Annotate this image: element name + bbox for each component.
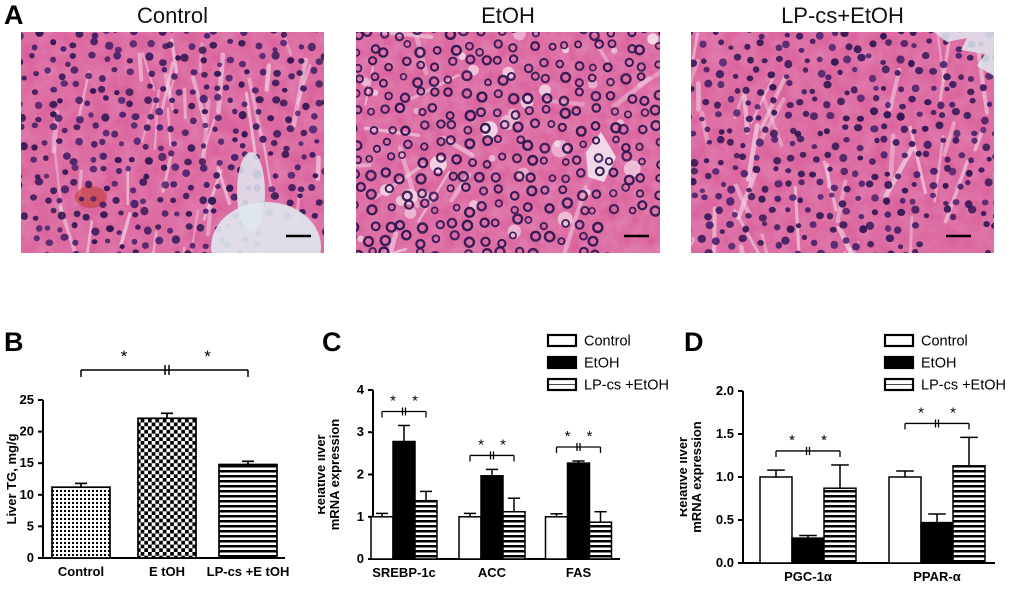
svg-text:LP-cs +EtOH: LP-cs +EtOH: [921, 378, 1006, 394]
svg-text:*: *: [565, 428, 571, 445]
svg-text:*: *: [789, 432, 795, 449]
svg-text:0.5: 0.5: [716, 512, 734, 527]
svg-text:PPAR-α: PPAR-α: [913, 569, 960, 584]
svg-text:Control: Control: [58, 564, 104, 579]
svg-text:SREBP-1c: SREBP-1c: [372, 565, 436, 580]
svg-text:5: 5: [27, 518, 34, 533]
svg-text:*: *: [587, 428, 593, 445]
svg-text:PGC-1α: PGC-1α: [784, 569, 832, 584]
svg-text:*: *: [390, 392, 396, 409]
svg-text:0: 0: [357, 551, 364, 566]
svg-text:15: 15: [20, 455, 34, 470]
svg-text:*: *: [121, 347, 128, 366]
svg-text:*: *: [500, 436, 506, 453]
svg-text:2: 2: [357, 467, 364, 482]
svg-text:*: *: [412, 392, 418, 409]
svg-text:*: *: [950, 404, 956, 421]
svg-text:*: *: [918, 404, 924, 421]
svg-text:EtOH: EtOH: [921, 356, 956, 372]
svg-text:25: 25: [20, 392, 34, 407]
svg-text:Control: Control: [584, 334, 631, 350]
svg-text:4: 4: [357, 382, 365, 397]
svg-text:ACC: ACC: [478, 565, 507, 580]
svg-text:20: 20: [20, 424, 34, 439]
svg-text:E tOH: E tOH: [149, 564, 185, 579]
svg-text:3: 3: [357, 424, 364, 439]
svg-text:LP-cs +E tOH: LP-cs +E tOH: [207, 564, 290, 579]
svg-text:*: *: [204, 347, 211, 366]
svg-text:1.5: 1.5: [716, 426, 734, 441]
svg-text:1.0: 1.0: [716, 469, 734, 484]
svg-text:0.0: 0.0: [716, 555, 734, 570]
svg-text:1: 1: [357, 509, 364, 524]
svg-text:mRNA expression: mRNA expression: [689, 421, 704, 533]
svg-text:EtOH: EtOH: [584, 356, 619, 372]
svg-text:Liver TG, mg/g: Liver TG, mg/g: [4, 433, 19, 524]
svg-text:LP-cs +EtOH: LP-cs +EtOH: [584, 378, 669, 394]
svg-text:Control: Control: [921, 334, 968, 350]
svg-text:*: *: [478, 436, 484, 453]
svg-text:10: 10: [20, 487, 34, 502]
svg-text:0: 0: [27, 550, 34, 565]
svg-text:FAS: FAS: [566, 565, 592, 580]
svg-text:mRNA expression: mRNA expression: [327, 419, 342, 531]
svg-text:2.0: 2.0: [716, 383, 734, 398]
svg-text:*: *: [821, 432, 827, 449]
